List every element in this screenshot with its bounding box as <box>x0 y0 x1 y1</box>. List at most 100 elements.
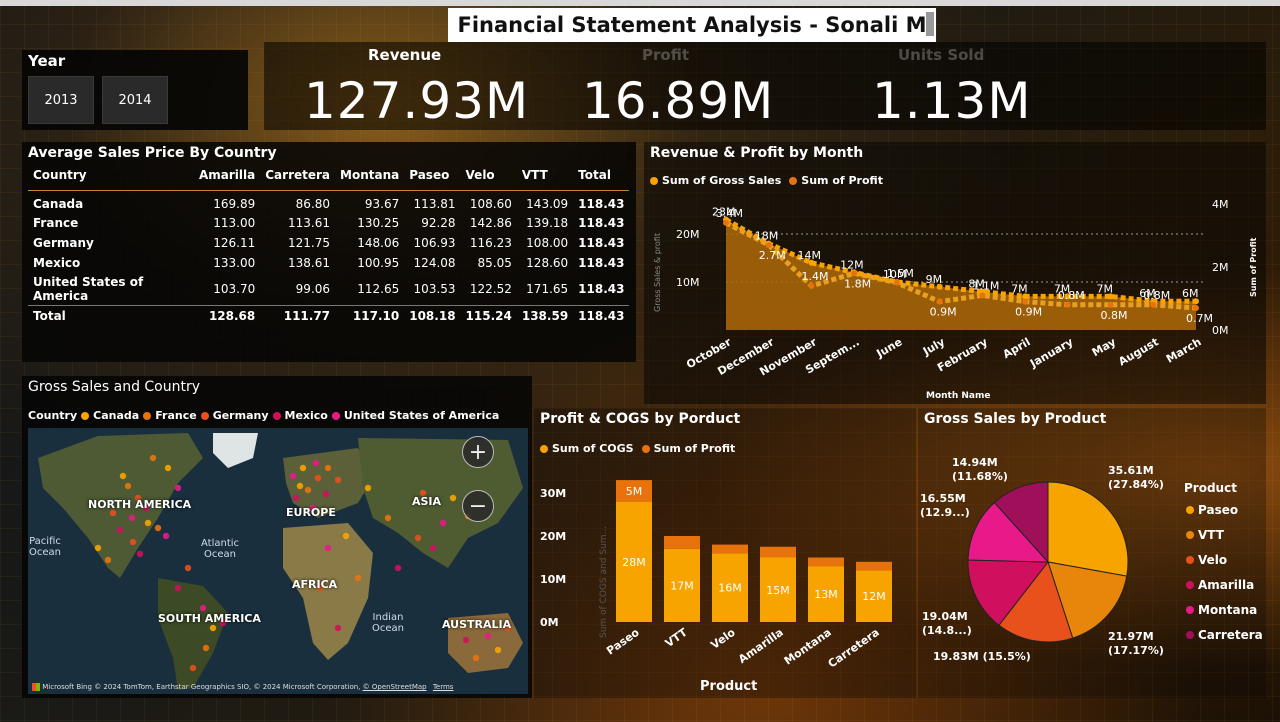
cogs-data-label: 17M <box>670 579 694 592</box>
table-total-row[interactable]: Total 128.68 111.77 117.10 108.18 115.24 138.5… <box>28 305 630 326</box>
map-point <box>299 464 307 472</box>
table-cell: 103.70 <box>213 282 256 296</box>
legend-profit[interactable]: Sum of Profit <box>801 174 883 187</box>
table-cell: 118.43 <box>578 236 625 250</box>
col-header[interactable]: Amarilla <box>194 164 261 191</box>
zoom-out-button[interactable]: − <box>462 490 494 522</box>
profit-point <box>808 282 815 289</box>
table-cell: 93.67 <box>364 197 400 211</box>
pie-data-label: 19.04M <box>922 610 968 623</box>
map-point <box>354 574 362 582</box>
legend-canada[interactable]: Canada <box>93 409 140 422</box>
table-cell: 113.81 <box>413 197 456 211</box>
year-option-2014[interactable]: 2014 <box>102 76 168 124</box>
map-point <box>136 550 144 558</box>
col-header[interactable]: Paseo <box>404 164 461 191</box>
gross-data-label: 14M <box>797 249 821 262</box>
kpi-revenue-label: Revenue <box>368 46 442 64</box>
gross-sales-area <box>726 219 1196 330</box>
pie-legend-dot <box>1186 581 1194 589</box>
profit-point <box>1193 304 1199 311</box>
x-tick-label: Amarilla <box>736 626 786 666</box>
title-scrollbar[interactable] <box>926 12 934 36</box>
pie-legend-dot <box>1186 506 1194 514</box>
map-point <box>394 564 402 572</box>
world-map[interactable]: NORTH AMERICA EUROPE ASIA AFRICA SOUTH A… <box>28 428 528 694</box>
profit-point <box>723 219 729 226</box>
col-header[interactable]: Country <box>28 164 194 191</box>
profit-data-label: 0.7M <box>1186 312 1213 325</box>
avg-price-table: Country Amarilla Carretera Montana Paseo… <box>28 164 630 326</box>
cogs-bar <box>856 570 892 622</box>
legend-germany[interactable]: Germany <box>212 409 269 422</box>
kpi-profit-label: Profit <box>642 46 689 64</box>
col-header[interactable]: Velo <box>460 164 517 191</box>
gross-data-label: 18M <box>755 230 779 243</box>
legend-dot-cogs <box>540 444 548 453</box>
map-point <box>439 519 447 527</box>
col-header[interactable]: VTT <box>516 164 574 191</box>
map-point <box>334 476 342 484</box>
map-legend-title: Country <box>28 409 78 422</box>
table-row[interactable]: Canada 169.89 86.80 93.67 113.81 108.60 143.09… <box>28 191 629 214</box>
pie-slice-vtt <box>1047 561 1128 639</box>
pie-legend-item: Carretera <box>1198 628 1263 642</box>
map-legend: Country Canada France Germany Mexico Uni… <box>28 409 499 422</box>
map-point <box>384 514 392 522</box>
map-point <box>289 472 297 480</box>
table-cell: 86.80 <box>295 197 331 211</box>
map-point <box>309 504 317 512</box>
terms-link[interactable]: Terms <box>432 683 454 691</box>
legend-gross-sales[interactable]: Sum of Gross Sales <box>662 174 782 187</box>
legend-profit-bar[interactable]: Sum of Profit <box>653 442 736 455</box>
pie-pct-label: (14.8...) <box>922 624 972 637</box>
y-tick-label: 10M <box>540 573 566 586</box>
map-point <box>449 494 457 502</box>
table-cell: 108.60 <box>469 197 512 211</box>
map-point <box>494 646 502 654</box>
north-america-land <box>38 433 203 578</box>
revenue-profit-month-panel: Revenue & Profit by Month Sum of Gross S… <box>644 142 1266 404</box>
profit-data-label: 0.8M <box>1058 289 1085 302</box>
legend-france[interactable]: France <box>155 409 197 422</box>
col-header[interactable]: Total <box>573 164 630 191</box>
profit-data-label: 3.4M <box>716 207 743 220</box>
osm-link[interactable]: © OpenStreetMap <box>362 683 427 691</box>
pie-slice-paseo <box>1047 481 1129 577</box>
pie-legend-item: Velo <box>1198 553 1227 567</box>
table-row[interactable]: Germany 126.11 121.75 148.06 106.93 116.23 108… <box>28 233 629 253</box>
legend-mexico[interactable]: Mexico <box>284 409 328 422</box>
bing-logo-icon <box>32 683 40 691</box>
table-cell: 118.43 <box>573 305 630 326</box>
zoom-in-button[interactable]: + <box>462 436 494 468</box>
cogs-bar <box>712 553 748 622</box>
year-option-2013[interactable]: 2013 <box>28 76 94 124</box>
table-cell: 100.95 <box>357 256 400 270</box>
x-tick-label: May <box>1090 335 1118 359</box>
legend-dot-profit <box>789 176 798 185</box>
table-row[interactable]: France 113.00 113.61 130.25 92.28 142.86 139.1… <box>28 213 629 233</box>
kpi-panel: Revenue 127.93M Profit 16.89M Units Sold… <box>264 42 1266 130</box>
cogs-data-label: 15M <box>766 584 790 597</box>
col-header[interactable]: Montana <box>335 164 405 191</box>
map-point <box>462 636 470 644</box>
map-point <box>484 632 492 640</box>
profit-point <box>1150 301 1157 308</box>
table-row[interactable]: United States of America 103.70 99.06 112.6… <box>28 273 629 306</box>
legend-cogs[interactable]: Sum of COGS <box>552 442 634 455</box>
map-label-europe: EUROPE <box>286 506 336 519</box>
legend-usa[interactable]: United States of America <box>343 409 500 422</box>
gross-data-label: 9M <box>926 273 943 286</box>
col-header[interactable]: Carretera <box>260 164 336 191</box>
gross-point <box>1193 298 1199 305</box>
y-tick-label: 30M <box>540 487 566 500</box>
map-credit: Microsoft Bing © 2024 TomTom, Earthstar … <box>32 683 453 691</box>
legend-dot-germany <box>200 411 209 420</box>
map-point <box>324 464 332 472</box>
map-point <box>414 534 422 542</box>
pie-slice-montana <box>967 501 1050 563</box>
table-row[interactable]: Mexico 133.00 138.61 100.95 124.08 85.05 128.6… <box>28 253 629 273</box>
map-point <box>189 664 197 672</box>
y2-tick-label: 2M <box>1212 261 1229 274</box>
y-axis-title: Sum of COGS and Sum... <box>599 526 609 638</box>
